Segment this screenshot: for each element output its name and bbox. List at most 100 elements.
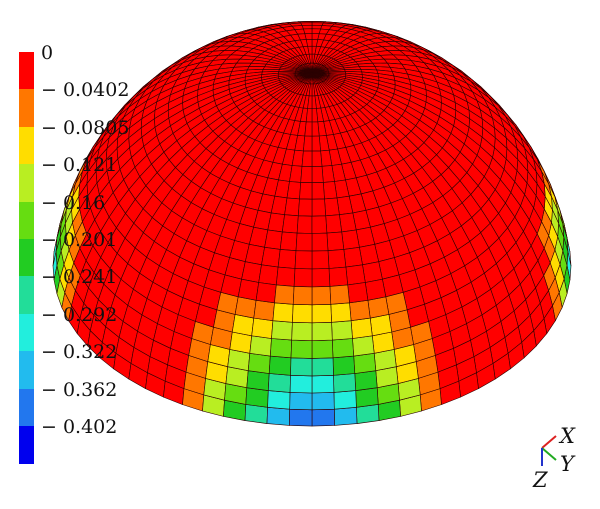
mesh-element xyxy=(237,278,260,301)
mesh-element xyxy=(267,373,291,393)
legend-tick-label: − 0.322 xyxy=(41,341,118,364)
mesh-element xyxy=(245,387,269,408)
mesh-element xyxy=(247,352,271,374)
legend-swatch xyxy=(19,351,34,390)
x-axis-label: X xyxy=(560,424,575,448)
mesh-element xyxy=(311,303,332,324)
mesh-element xyxy=(246,370,270,391)
mesh-element xyxy=(311,392,335,411)
mesh-element xyxy=(349,299,371,322)
legend-swatch xyxy=(19,52,34,90)
legend-tick-label: − 0.121 xyxy=(41,154,118,177)
mesh-element xyxy=(311,374,335,394)
mesh-element xyxy=(333,390,357,410)
mesh-element xyxy=(333,406,358,426)
mesh-element xyxy=(332,355,356,376)
mesh-element xyxy=(311,339,334,359)
mesh-element xyxy=(289,374,313,394)
mesh-element xyxy=(269,338,293,359)
mesh-element xyxy=(324,197,340,217)
mesh-element xyxy=(264,229,283,250)
legend-tick-label: − 0.201 xyxy=(41,229,118,251)
mesh-element xyxy=(271,320,293,341)
mesh-element xyxy=(322,181,338,200)
mesh-element xyxy=(275,266,296,287)
mesh-element xyxy=(300,165,313,184)
mesh-element xyxy=(301,150,313,167)
mesh-element xyxy=(329,284,350,305)
mesh-element xyxy=(311,150,323,167)
mesh-element xyxy=(325,214,343,234)
mesh-element xyxy=(268,355,292,376)
legend-tick-label: 0 xyxy=(41,42,54,64)
mesh-element xyxy=(356,404,380,424)
mesh-element xyxy=(290,339,313,359)
mesh-element xyxy=(311,165,324,184)
mesh-element xyxy=(345,264,366,286)
legend-swatch xyxy=(19,239,34,277)
x-axis-line xyxy=(541,435,557,449)
z-axis-label: Z xyxy=(533,468,548,492)
mesh-element xyxy=(267,390,291,410)
mesh-element xyxy=(303,135,313,152)
mesh-element xyxy=(292,286,313,306)
mesh-element xyxy=(272,302,294,323)
mesh-element xyxy=(261,246,281,268)
legend-swatch xyxy=(19,164,34,203)
mesh-element xyxy=(311,321,333,342)
mesh-element xyxy=(311,135,321,152)
mesh-element xyxy=(354,370,378,391)
legend-tick-label: − 0.0402 xyxy=(41,79,130,102)
mesh-element xyxy=(291,321,313,342)
mesh-element xyxy=(266,406,291,426)
mesh-element xyxy=(330,302,352,323)
mesh-element xyxy=(274,284,295,305)
mesh-element xyxy=(352,335,375,357)
mesh-element xyxy=(311,198,327,217)
mesh-element xyxy=(343,246,363,268)
legend-tick-label: − 0.292 xyxy=(41,303,118,326)
mesh-element xyxy=(311,215,328,234)
mesh-element xyxy=(367,296,390,319)
mesh-element xyxy=(331,320,353,341)
y-axis-label: Y xyxy=(560,452,574,476)
legend-swatch xyxy=(19,388,34,427)
mesh-element xyxy=(311,182,325,200)
mesh-element xyxy=(311,121,320,137)
legend-swatch xyxy=(19,201,34,240)
mesh-element xyxy=(299,182,313,200)
mesh-element xyxy=(294,250,313,270)
mesh-element xyxy=(311,357,334,377)
legend-swatch xyxy=(19,276,34,315)
mesh-element xyxy=(289,392,313,411)
mesh-element xyxy=(362,261,383,283)
mesh-element xyxy=(295,232,313,252)
mesh-element xyxy=(297,198,313,217)
legend-swatch xyxy=(19,89,34,128)
mesh-element xyxy=(333,373,357,393)
mesh-element xyxy=(364,278,387,301)
legend-tick-label: − 0.241 xyxy=(41,266,118,289)
mesh-element xyxy=(311,250,330,270)
color-legend: 0 − 0.0402 − 0.0805 − 0.121 − 0.16 − 0.201 − 0… xyxy=(19,44,139,464)
legend-tick-label: − 0.402 xyxy=(41,416,118,438)
mesh-element xyxy=(255,282,277,304)
mesh-element xyxy=(347,282,369,304)
mesh-element xyxy=(311,286,332,306)
mesh-element xyxy=(311,408,335,427)
y-axis-line xyxy=(541,447,557,461)
mesh-element xyxy=(331,338,355,359)
mesh-element xyxy=(296,215,313,234)
mesh-element xyxy=(258,264,279,286)
legend-swatch xyxy=(19,426,34,464)
mesh-element xyxy=(281,214,299,234)
mesh-element xyxy=(326,231,345,252)
mesh-element xyxy=(311,268,331,288)
mesh-element xyxy=(236,58,255,64)
mesh-element xyxy=(328,266,349,287)
mesh-element xyxy=(369,58,388,64)
mesh-element xyxy=(290,357,313,377)
mesh-element xyxy=(277,249,297,269)
